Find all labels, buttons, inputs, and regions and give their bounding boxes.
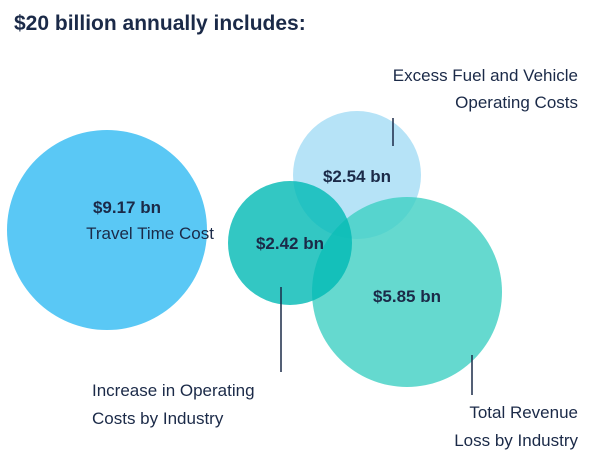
bubble-travel-time (7, 130, 207, 330)
value-revenue-loss: $5.85 bn (373, 287, 441, 306)
label-revenue-loss-2: Loss by Industry (454, 431, 578, 450)
title: $20 billion annually includes: (14, 12, 306, 35)
value-operating-costs: $2.42 bn (256, 234, 324, 253)
bubble-revenue-loss (312, 197, 502, 387)
bubble-operating-costs (228, 181, 352, 305)
value-travel-time: $9.17 bn (93, 198, 161, 217)
label-operating-costs-1: Increase in Operating (92, 381, 255, 400)
value-excess-fuel: $2.54 bn (323, 167, 391, 186)
label-revenue-loss-1: Total Revenue (469, 403, 578, 422)
label-excess-fuel-1: Excess Fuel and Vehicle (393, 66, 578, 85)
label-travel-time: Travel Time Cost (86, 224, 214, 243)
label-excess-fuel-2: Operating Costs (455, 93, 578, 112)
label-operating-costs-2: Costs by Industry (92, 409, 224, 428)
